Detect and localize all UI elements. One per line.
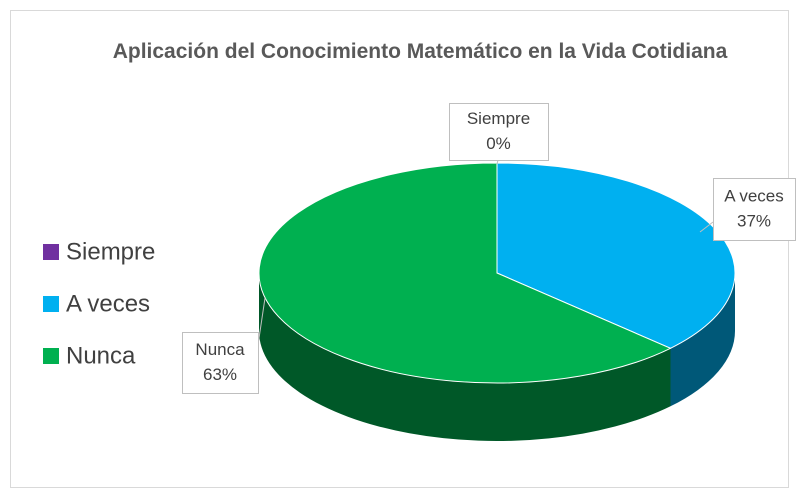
chart-title: Aplicación del Conocimiento Matemático e… bbox=[112, 40, 728, 63]
legend-label: Siempre bbox=[66, 238, 155, 265]
legend-swatch bbox=[43, 296, 59, 312]
data-label-value: 0% bbox=[486, 134, 511, 153]
leader-line bbox=[257, 297, 266, 346]
slice bbox=[258, 162, 672, 384]
legend-swatch bbox=[43, 348, 59, 364]
legend-label: Nunca bbox=[66, 342, 136, 369]
data-label-name: Siempre bbox=[467, 109, 530, 128]
legend-label: A veces bbox=[66, 290, 150, 317]
data-label-box bbox=[713, 178, 796, 241]
leader-line bbox=[699, 221, 714, 233]
data-label-box bbox=[182, 332, 259, 394]
legend-swatch bbox=[43, 244, 59, 260]
data-label-value: 63% bbox=[203, 365, 237, 384]
data-label-value: 37% bbox=[737, 211, 771, 230]
data-label-name: Nunca bbox=[195, 340, 245, 359]
data-label-name: A veces bbox=[724, 186, 784, 205]
data-label-box bbox=[449, 103, 549, 161]
slice-side bbox=[670, 273, 735, 407]
slice-side bbox=[259, 273, 671, 441]
